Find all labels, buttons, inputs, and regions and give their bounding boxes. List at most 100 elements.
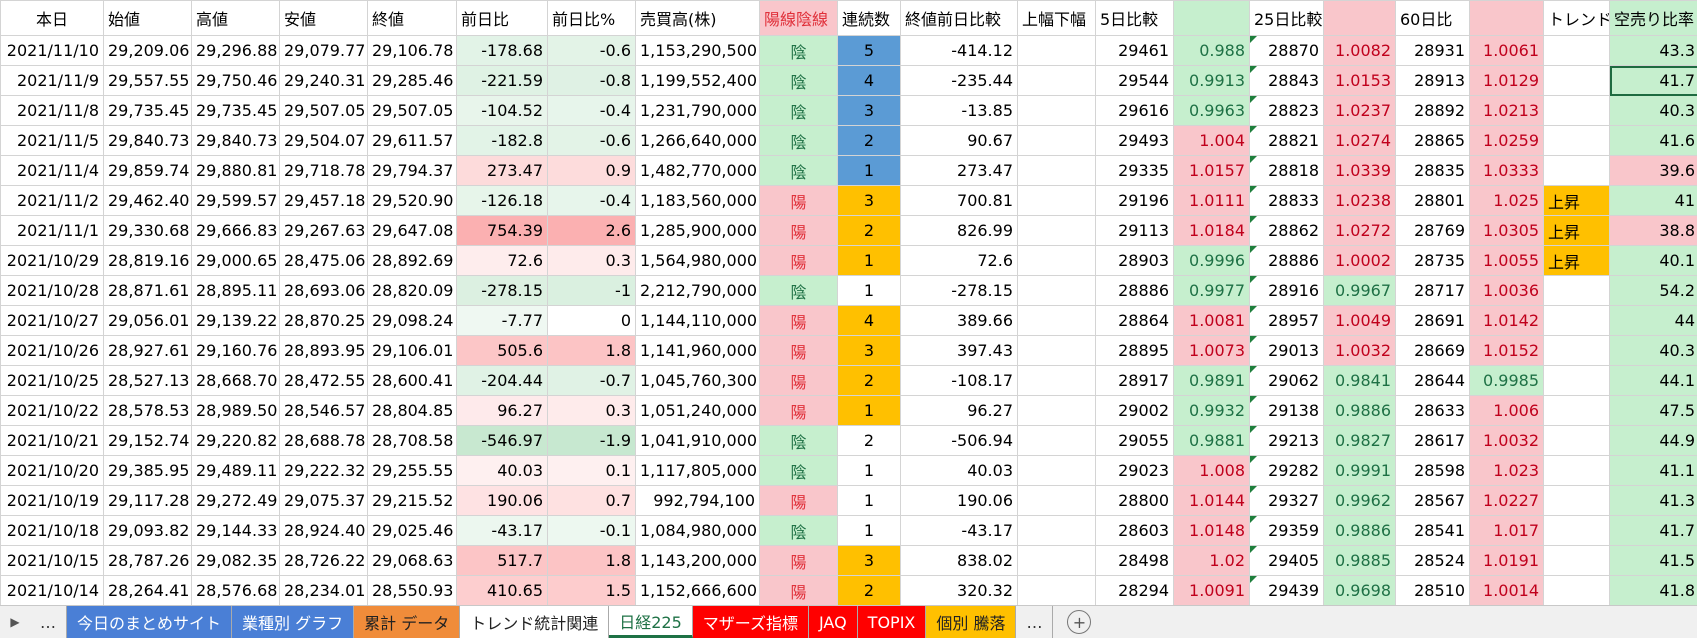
cell[interactable]: 41.8: [1610, 576, 1697, 606]
cell[interactable]: [1018, 66, 1096, 96]
cell[interactable]: -1.9: [548, 426, 636, 456]
cell[interactable]: 28,819.16: [104, 246, 192, 276]
cell[interactable]: 3: [838, 336, 901, 366]
cell[interactable]: 28,472.55: [280, 366, 368, 396]
cell[interactable]: 29,859.74: [104, 156, 192, 186]
cell[interactable]: 2021/10/26: [1, 336, 104, 366]
cell[interactable]: 2021/10/27: [1, 306, 104, 336]
cell[interactable]: 29,750.46: [192, 66, 280, 96]
cell[interactable]: [1018, 216, 1096, 246]
cell[interactable]: 28821: [1250, 126, 1324, 156]
cell[interactable]: 28818: [1250, 156, 1324, 186]
cell[interactable]: 1.0191: [1470, 546, 1544, 576]
cell[interactable]: 754.39: [457, 216, 548, 246]
cell[interactable]: 陰: [760, 456, 838, 486]
cell[interactable]: [1018, 36, 1096, 66]
cell[interactable]: 28717: [1396, 276, 1470, 306]
cell[interactable]: 2021/10/15: [1, 546, 104, 576]
cell[interactable]: 0.3: [548, 396, 636, 426]
cell[interactable]: -43.17: [457, 516, 548, 546]
cell[interactable]: 29,647.08: [368, 216, 457, 246]
cell[interactable]: 28800: [1096, 486, 1174, 516]
header-cell[interactable]: 始値: [104, 1, 192, 36]
cell[interactable]: 29335: [1096, 156, 1174, 186]
sheet-tab[interactable]: TOPIX: [858, 606, 927, 638]
cell[interactable]: 2021/10/20: [1, 456, 104, 486]
cell[interactable]: -506.94: [901, 426, 1018, 456]
cell[interactable]: 28498: [1096, 546, 1174, 576]
cell[interactable]: 29461: [1096, 36, 1174, 66]
cell[interactable]: 40.3: [1610, 336, 1697, 366]
cell[interactable]: 29,079.77: [280, 36, 368, 66]
cell[interactable]: 1: [838, 396, 901, 426]
cell[interactable]: 517.7: [457, 546, 548, 576]
sheet-tab[interactable]: マザーズ指標: [693, 606, 809, 638]
cell[interactable]: 1,152,666,600: [636, 576, 760, 606]
cell[interactable]: 2021/10/18: [1, 516, 104, 546]
cell[interactable]: 28617: [1396, 426, 1470, 456]
cell[interactable]: -13.85: [901, 96, 1018, 126]
cell[interactable]: 41: [1610, 186, 1697, 216]
cell[interactable]: 29,330.68: [104, 216, 192, 246]
cell[interactable]: 44: [1610, 306, 1697, 336]
cell[interactable]: 41.1: [1610, 456, 1697, 486]
cell[interactable]: 28669: [1396, 336, 1470, 366]
cell[interactable]: 0.9913: [1174, 66, 1250, 96]
cell[interactable]: [1544, 366, 1610, 396]
cell[interactable]: 826.99: [901, 216, 1018, 246]
cell[interactable]: -0.4: [548, 96, 636, 126]
cell[interactable]: 28916: [1250, 276, 1324, 306]
cell[interactable]: -182.8: [457, 126, 548, 156]
cell[interactable]: 1: [838, 276, 901, 306]
cell[interactable]: 2: [838, 216, 901, 246]
cell[interactable]: 29,507.05: [368, 96, 457, 126]
cell[interactable]: 2021/11/1: [1, 216, 104, 246]
cell[interactable]: 1.0081: [1174, 306, 1250, 336]
cell[interactable]: 28,726.22: [280, 546, 368, 576]
cell[interactable]: 1.0091: [1174, 576, 1250, 606]
cell[interactable]: 1,482,770,000: [636, 156, 760, 186]
sheet-tab[interactable]: JAQ: [809, 606, 858, 638]
cell[interactable]: -108.17: [901, 366, 1018, 396]
cell[interactable]: [1544, 396, 1610, 426]
cell[interactable]: 4: [838, 66, 901, 96]
cell[interactable]: 72.6: [457, 246, 548, 276]
cell[interactable]: [1018, 396, 1096, 426]
cell[interactable]: [1018, 576, 1096, 606]
cell[interactable]: 29,735.45: [192, 96, 280, 126]
sheet-tab[interactable]: …: [1016, 606, 1053, 638]
header-cell[interactable]: 終値: [368, 1, 457, 36]
cell[interactable]: 1: [838, 516, 901, 546]
cell[interactable]: 2021/10/22: [1, 396, 104, 426]
cell[interactable]: 2021/10/19: [1, 486, 104, 516]
cell[interactable]: 40.3: [1610, 96, 1697, 126]
cell[interactable]: 29,557.55: [104, 66, 192, 96]
cell[interactable]: 1: [838, 456, 901, 486]
cell[interactable]: [1018, 96, 1096, 126]
cell[interactable]: 96.27: [901, 396, 1018, 426]
cell[interactable]: 陰: [760, 126, 838, 156]
cell[interactable]: 29405: [1250, 546, 1324, 576]
cell[interactable]: 29439: [1250, 576, 1324, 606]
cell[interactable]: 1.0148: [1174, 516, 1250, 546]
cell[interactable]: 28,264.41: [104, 576, 192, 606]
cell[interactable]: 2.6: [548, 216, 636, 246]
cell[interactable]: 29,075.37: [280, 486, 368, 516]
cell[interactable]: 陽: [760, 486, 838, 516]
cell[interactable]: 320.32: [901, 576, 1018, 606]
cell[interactable]: 28,693.06: [280, 276, 368, 306]
cell[interactable]: 1.0032: [1324, 336, 1396, 366]
cell[interactable]: 陽: [760, 246, 838, 276]
cell[interactable]: [1018, 486, 1096, 516]
cell[interactable]: 1.0184: [1174, 216, 1250, 246]
cell[interactable]: 44.9: [1610, 426, 1697, 456]
cell[interactable]: 29,504.07: [280, 126, 368, 156]
cell[interactable]: 29,267.63: [280, 216, 368, 246]
cell[interactable]: 992,794,100: [636, 486, 760, 516]
cell[interactable]: 陰: [760, 66, 838, 96]
cell[interactable]: 2021/10/14: [1, 576, 104, 606]
header-cell[interactable]: 上幅下幅: [1018, 1, 1096, 36]
cell[interactable]: 0.1: [548, 456, 636, 486]
cell[interactable]: 47.5: [1610, 396, 1697, 426]
cell[interactable]: -0.4: [548, 186, 636, 216]
